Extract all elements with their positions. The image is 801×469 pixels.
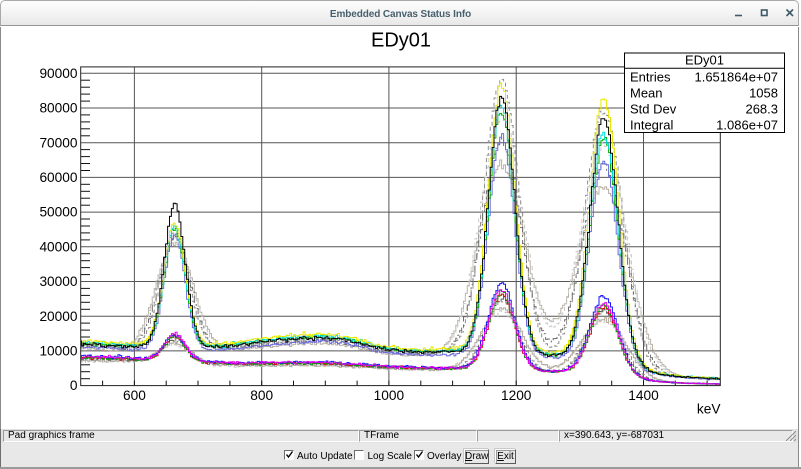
svg-text:50000: 50000 bbox=[39, 205, 77, 220]
svg-text:20000: 20000 bbox=[39, 309, 77, 324]
svg-text:Std Dev: Std Dev bbox=[630, 102, 677, 117]
svg-text:800: 800 bbox=[250, 388, 273, 403]
svg-text:90000: 90000 bbox=[39, 66, 77, 81]
svg-text:80000: 80000 bbox=[39, 101, 77, 116]
svg-text:Integral: Integral bbox=[630, 118, 673, 133]
svg-text:1.651864e+07: 1.651864e+07 bbox=[694, 70, 778, 85]
svg-text:30000: 30000 bbox=[39, 274, 77, 289]
svg-text:70000: 70000 bbox=[39, 135, 77, 150]
svg-text:60000: 60000 bbox=[39, 170, 77, 185]
svg-text:EDy01: EDy01 bbox=[371, 30, 431, 52]
svg-text:10000: 10000 bbox=[39, 344, 77, 359]
svg-text:Mean: Mean bbox=[630, 86, 663, 101]
svg-text:1400: 1400 bbox=[628, 388, 659, 403]
svg-text:Entries: Entries bbox=[630, 70, 671, 85]
svg-text:600: 600 bbox=[123, 388, 146, 403]
svg-text:0: 0 bbox=[70, 378, 78, 393]
svg-text:268.3: 268.3 bbox=[738, 102, 778, 117]
svg-text:1058: 1058 bbox=[738, 86, 778, 101]
svg-text:1200: 1200 bbox=[501, 388, 532, 403]
svg-text:EDy01: EDy01 bbox=[685, 53, 724, 68]
svg-text:40000: 40000 bbox=[39, 239, 77, 254]
svg-text:keV: keV bbox=[697, 402, 721, 417]
svg-text:1.086e+07: 1.086e+07 bbox=[716, 118, 778, 133]
svg-text:1000: 1000 bbox=[374, 388, 405, 403]
